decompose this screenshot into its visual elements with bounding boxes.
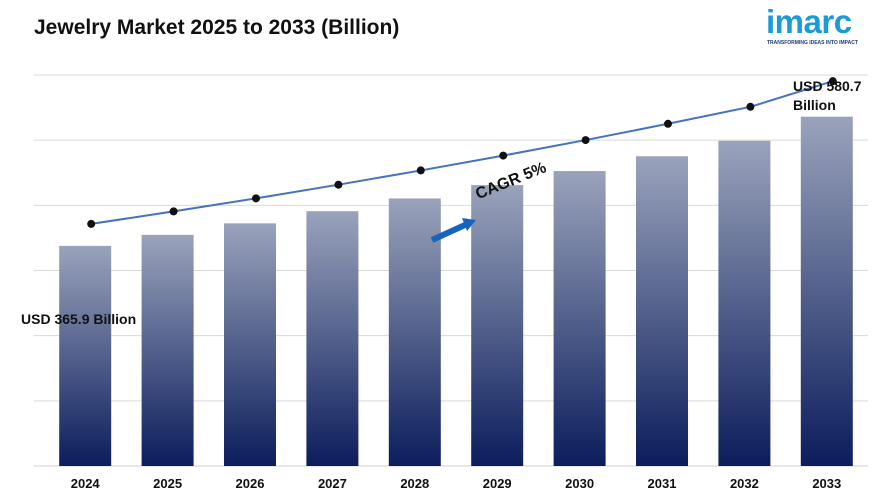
- x-tick-2033: 2033: [812, 476, 841, 491]
- x-tick-2025: 2025: [153, 476, 182, 491]
- trend-point-2024: [87, 219, 96, 228]
- imarc-logo: imarc TRANSFORMING IDEAS INTO IMPACT: [766, 4, 866, 50]
- chart-title: Jewelry Market 2025 to 2033 (Billion): [34, 16, 400, 39]
- bars: [59, 116, 853, 467]
- last-value-label: USD 580.7 Billion: [793, 77, 861, 115]
- bar-2026: [224, 223, 276, 466]
- trend-point-2030: [581, 136, 590, 145]
- trend-point-2027: [334, 180, 343, 189]
- logo-tagline: TRANSFORMING IDEAS INTO IMPACT: [767, 40, 858, 46]
- trend-point-2029: [499, 151, 508, 160]
- trend-point-2033: [828, 77, 837, 86]
- trend-point-2026: [252, 194, 260, 203]
- x-tick-2024: 2024: [71, 476, 101, 491]
- x-tick-2031: 2031: [648, 476, 677, 491]
- logo-wordmark: imarc: [766, 3, 852, 40]
- trend-point-2028: [416, 166, 425, 175]
- last-value-line2: Billion: [793, 97, 836, 113]
- bar-2033: [800, 116, 853, 466]
- x-tick-2027: 2027: [318, 476, 347, 491]
- first-value-label: USD 365.9 Billion: [21, 311, 137, 327]
- bar-2029: [471, 185, 524, 466]
- cagr-arrow-shaft: [430, 220, 470, 243]
- bar-2032: [718, 140, 771, 467]
- cagr-arrow-layer: [430, 218, 476, 243]
- bar-2027: [306, 211, 359, 466]
- trend-line-layer: [87, 77, 837, 228]
- x-tick-2029: 2029: [483, 476, 512, 491]
- trend-point-2031: [664, 119, 672, 128]
- x-tick-2026: 2026: [236, 476, 265, 491]
- trend-point-2032: [746, 102, 755, 111]
- bar-2030: [553, 171, 606, 467]
- x-tick-2032: 2032: [730, 476, 759, 491]
- last-value-line1: USD 580.7: [793, 78, 862, 94]
- bar-2024: [59, 245, 112, 466]
- trend-line: [91, 80, 834, 225]
- cagr-arrow-head: [462, 218, 476, 231]
- x-tick-2030: 2030: [565, 476, 594, 491]
- x-tick-labels: 2024 2025 2026 2027 2028 2029 2030 2031 2032 2033: [71, 476, 842, 491]
- x-tick-2028: 2028: [400, 476, 429, 491]
- bar-2031: [636, 156, 688, 466]
- trend-point-2025: [169, 207, 178, 216]
- bar-2028: [388, 198, 441, 466]
- bar-2025: [141, 234, 194, 466]
